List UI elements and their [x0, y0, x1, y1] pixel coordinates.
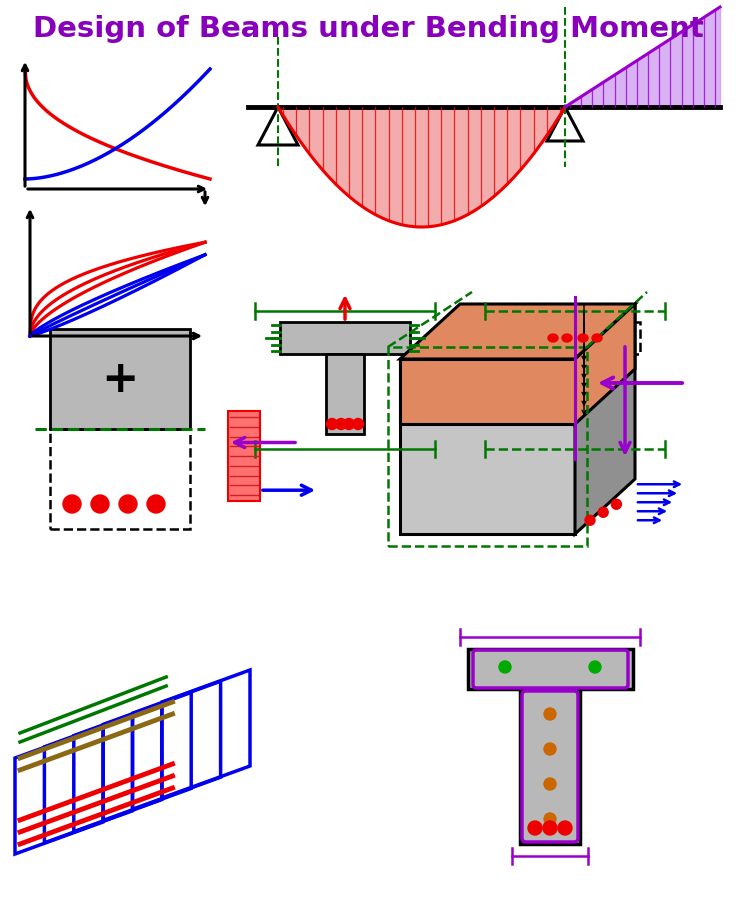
- Circle shape: [598, 507, 608, 517]
- FancyBboxPatch shape: [556, 355, 594, 435]
- Text: Design of Beams under Bending Moment: Design of Beams under Bending Moment: [32, 15, 704, 43]
- Polygon shape: [575, 305, 635, 535]
- Ellipse shape: [592, 335, 602, 343]
- Circle shape: [544, 709, 556, 720]
- FancyBboxPatch shape: [468, 650, 633, 689]
- Circle shape: [543, 821, 557, 835]
- Polygon shape: [400, 359, 575, 535]
- Circle shape: [558, 821, 572, 835]
- Polygon shape: [575, 305, 635, 425]
- Ellipse shape: [562, 335, 572, 343]
- Circle shape: [353, 419, 364, 430]
- Circle shape: [499, 662, 511, 674]
- Ellipse shape: [578, 335, 588, 343]
- Circle shape: [585, 516, 595, 526]
- Circle shape: [528, 821, 542, 835]
- Circle shape: [544, 743, 556, 755]
- Circle shape: [327, 419, 338, 430]
- Polygon shape: [400, 305, 635, 359]
- Circle shape: [147, 495, 165, 514]
- Ellipse shape: [548, 335, 558, 343]
- Circle shape: [612, 500, 621, 510]
- Circle shape: [119, 495, 137, 514]
- Text: +: +: [102, 358, 138, 401]
- Circle shape: [336, 419, 347, 430]
- Circle shape: [63, 495, 81, 514]
- FancyBboxPatch shape: [520, 689, 580, 844]
- FancyBboxPatch shape: [326, 355, 364, 435]
- Circle shape: [544, 778, 556, 790]
- Polygon shape: [400, 359, 575, 425]
- FancyBboxPatch shape: [280, 323, 410, 355]
- Circle shape: [344, 419, 355, 430]
- FancyBboxPatch shape: [50, 330, 190, 429]
- FancyBboxPatch shape: [228, 412, 260, 502]
- Circle shape: [91, 495, 109, 514]
- Circle shape: [589, 662, 601, 674]
- Circle shape: [544, 813, 556, 825]
